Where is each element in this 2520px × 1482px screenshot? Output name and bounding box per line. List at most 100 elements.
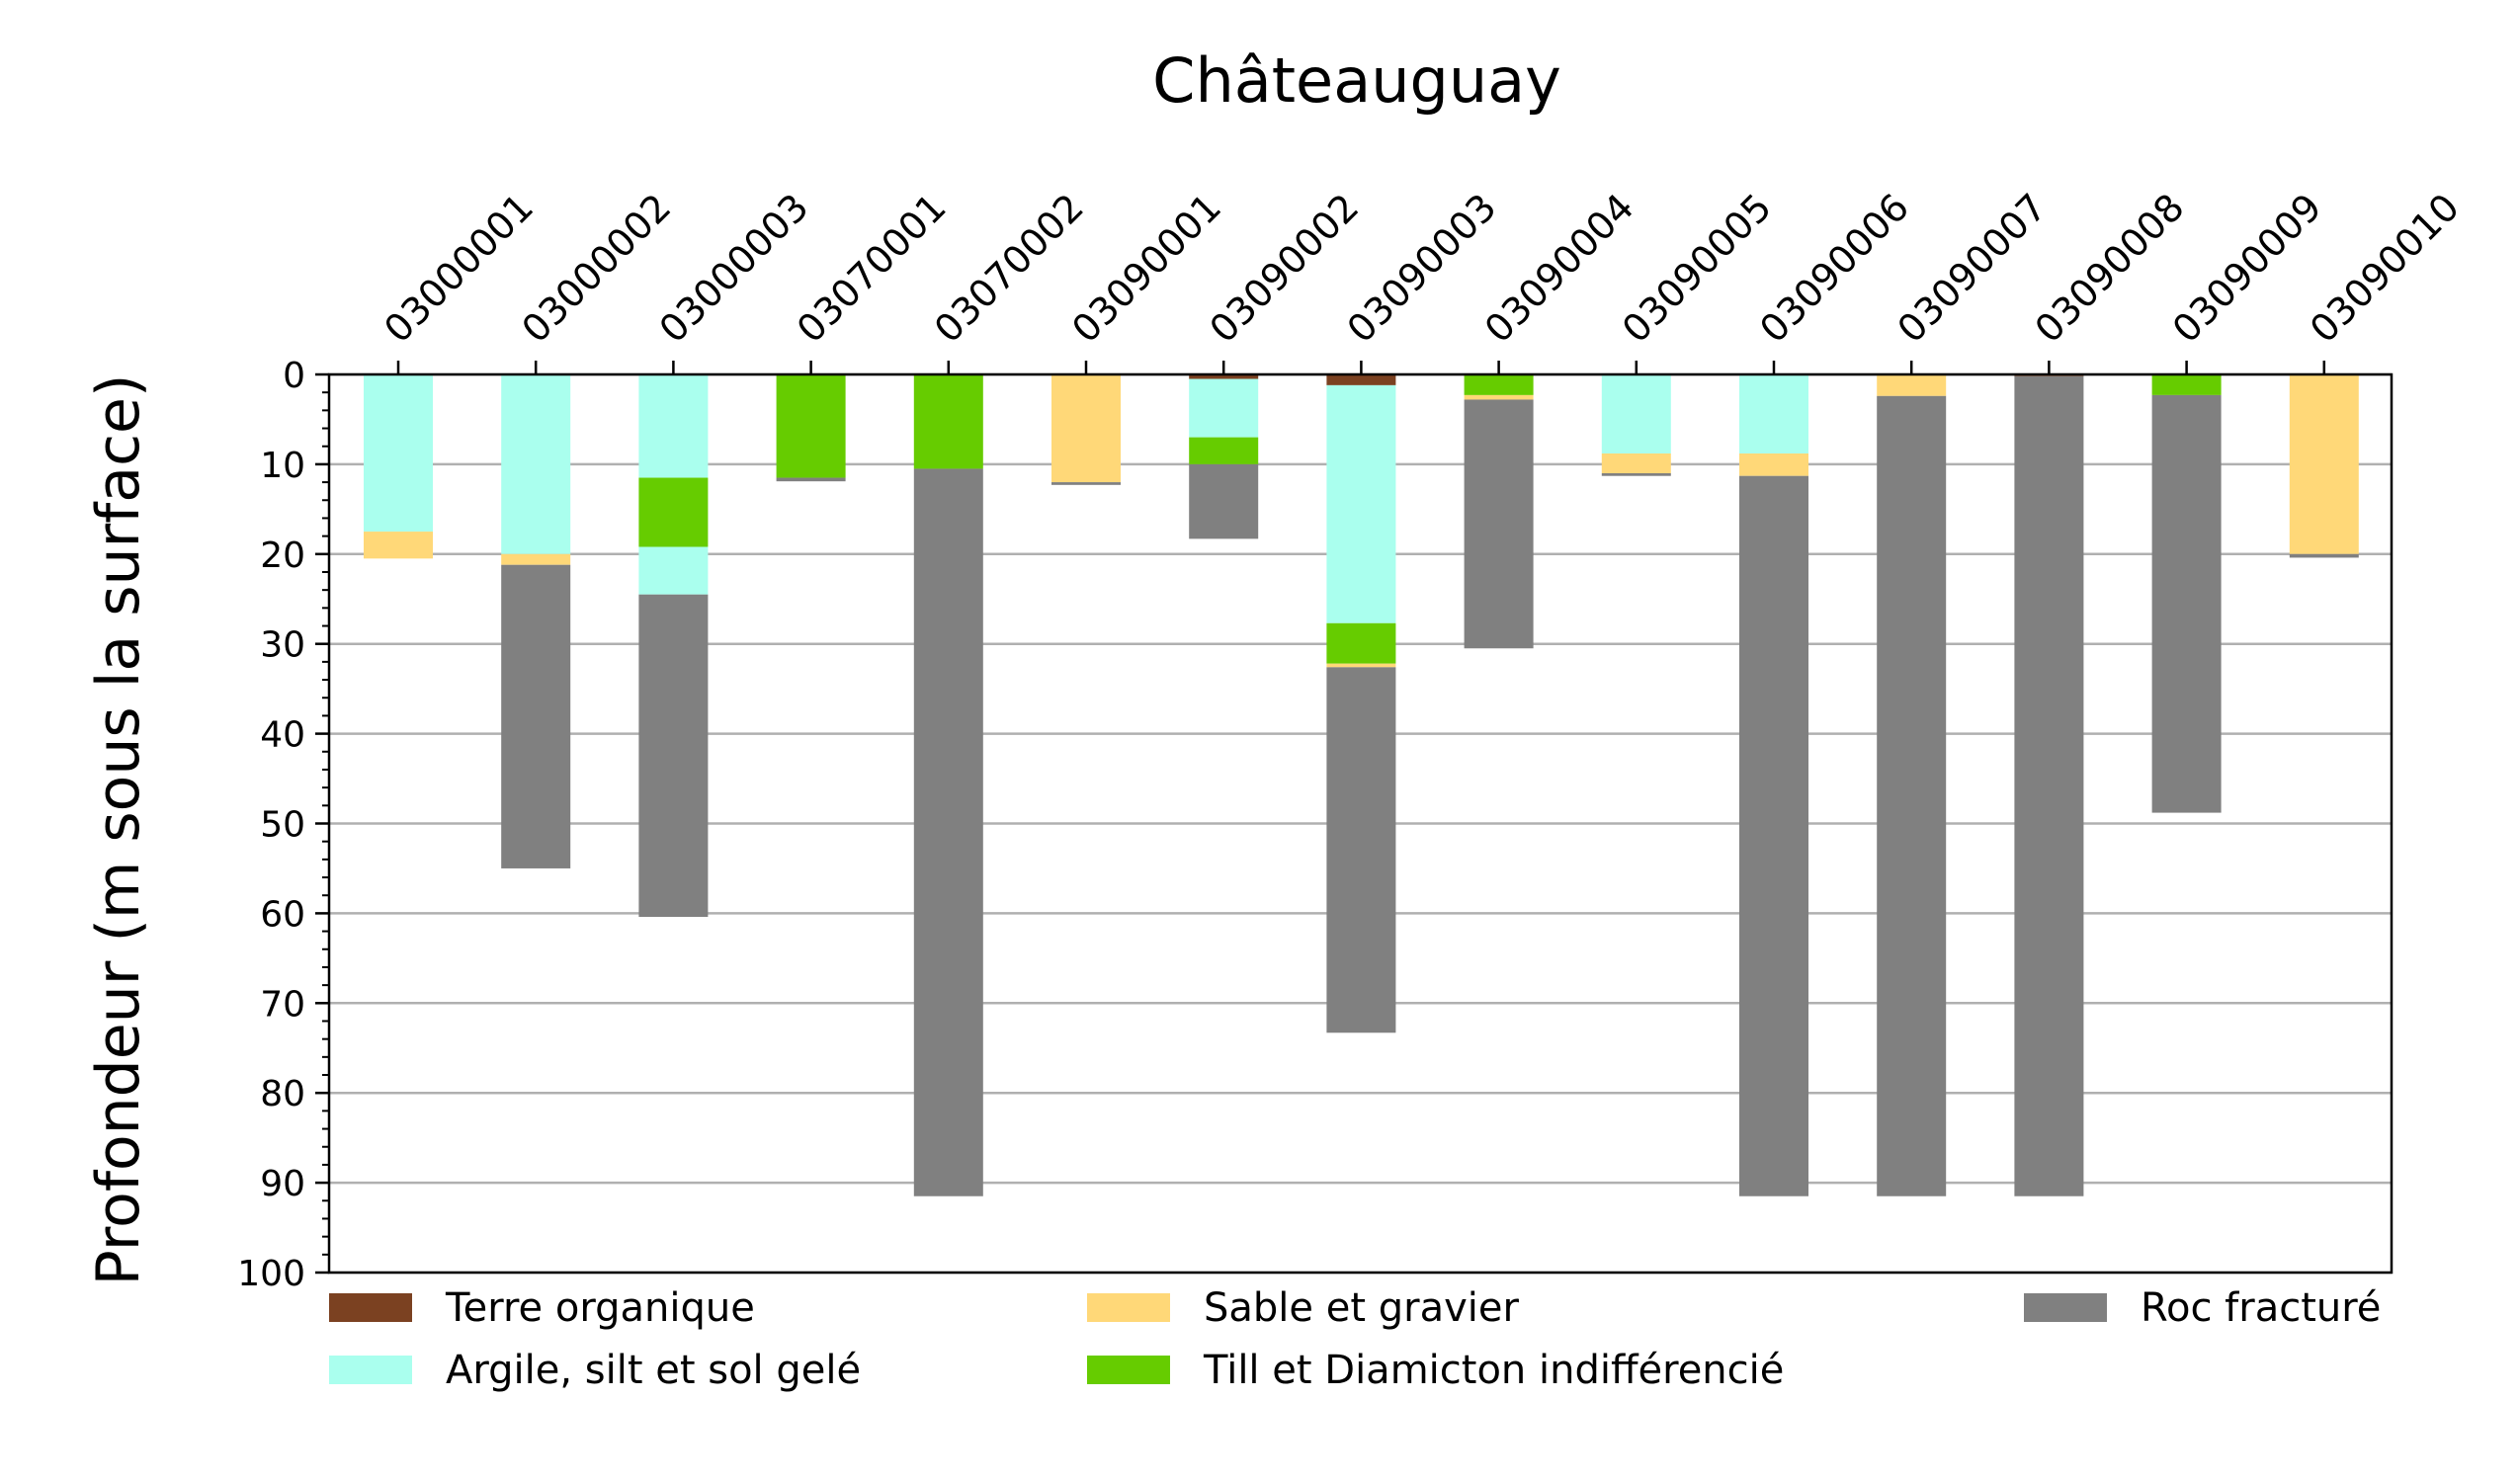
- x-tick-label: 03090001: [1063, 185, 1229, 351]
- well-bar-03000002: [501, 374, 571, 868]
- y-tick-label: 30: [260, 625, 305, 666]
- bar-segment-argile: [1601, 374, 1671, 453]
- y-tick-label: 40: [260, 715, 305, 756]
- bar-segment-argile: [638, 546, 709, 595]
- bar-segment-argile: [1189, 378, 1259, 438]
- bar-segment-roc: [501, 564, 571, 868]
- well-bar-03000001: [364, 374, 433, 559]
- x-tick-label: 03090007: [1889, 185, 2055, 351]
- x-tick-label: 03090004: [1476, 185, 1642, 351]
- bar-segment-argile: [1326, 384, 1396, 623]
- bar-segment-roc: [2289, 553, 2359, 558]
- bar-segment-argile: [638, 374, 709, 478]
- x-tick-label: 03090003: [1339, 185, 1505, 351]
- well-bar-03090002: [1189, 374, 1259, 539]
- well-bar-03090009: [2151, 374, 2222, 813]
- legend-item-sable: Sable et gravier: [1087, 1285, 1519, 1331]
- bar-segment-sable: [1326, 663, 1396, 668]
- bar-segment-argile: [1739, 374, 1808, 453]
- bar-segment-roc: [2014, 375, 2084, 1196]
- legend-swatch: [329, 1293, 412, 1322]
- well-bar-03000003: [638, 374, 709, 918]
- legend-item-roc: Roc fracturé: [2024, 1285, 2381, 1331]
- y-tick-label: 20: [260, 535, 305, 576]
- bar-segment-till: [776, 374, 846, 478]
- legend-item-argile: Argile, silt et sol gelé: [329, 1348, 861, 1393]
- bar-segment-roc: [2151, 394, 2222, 813]
- bar-segment-roc: [913, 468, 983, 1196]
- well-bar-03090004: [1464, 374, 1534, 649]
- bar-segment-till: [1464, 374, 1534, 395]
- bar-segment-till: [1326, 622, 1396, 664]
- bar-segment-sable: [364, 532, 433, 559]
- bar-segment-till: [913, 374, 983, 469]
- bar-segment-roc: [1326, 667, 1396, 1033]
- bar-segment-roc: [1051, 482, 1121, 485]
- well-bar-03090007: [1877, 374, 1947, 1196]
- legend-item-till: Till et Diamicton indifférencié: [1087, 1348, 1784, 1393]
- bar-segment-argile: [501, 374, 571, 554]
- bar-segment-sable: [501, 553, 571, 565]
- y-tick-label: 50: [260, 805, 305, 846]
- x-tick-label: 03090005: [1614, 185, 1780, 351]
- x-tick-label: 03090008: [2027, 185, 2193, 351]
- bar-segment-organique: [1326, 374, 1396, 385]
- well-bar-03070001: [776, 374, 846, 482]
- legend-label: Argile, silt et sol gelé: [446, 1348, 861, 1393]
- y-tick-label: 0: [283, 356, 305, 396]
- x-tick-label: 03070001: [789, 185, 955, 351]
- legend-label: Roc fracturé: [2141, 1285, 2381, 1331]
- bar-segment-organique: [1189, 374, 1259, 379]
- well-bar-03090008: [2014, 374, 2084, 1196]
- bar-segment-roc: [1189, 463, 1259, 539]
- bar-segment-roc: [1739, 475, 1808, 1196]
- bar-segment-sable: [1601, 453, 1671, 473]
- bar-segment-roc: [776, 477, 846, 482]
- bar-segment-till: [638, 477, 709, 547]
- x-tick-label: 03000003: [651, 185, 817, 351]
- bar-segment-roc: [1877, 395, 1947, 1196]
- x-tick-label: 03090002: [1201, 185, 1367, 351]
- x-tick-label: 03090006: [1751, 185, 1917, 351]
- legend-label: Terre organique: [445, 1285, 755, 1331]
- well-bar-03090005: [1601, 374, 1671, 476]
- y-tick-label: 100: [237, 1254, 305, 1294]
- legend-swatch: [329, 1356, 412, 1384]
- well-bar-03090003: [1326, 374, 1396, 1033]
- y-tick-label: 90: [260, 1164, 305, 1204]
- legend-swatch: [1087, 1293, 1170, 1322]
- legend-item-organique: Terre organique: [329, 1285, 755, 1331]
- bar-segment-till: [1189, 437, 1259, 464]
- bar-segment-roc: [1601, 472, 1671, 476]
- well-bar-03090001: [1051, 374, 1121, 485]
- legend-swatch: [1087, 1356, 1170, 1384]
- x-tick-label: 03000001: [376, 185, 542, 351]
- bar-segment-sable: [1051, 374, 1121, 483]
- bar-segment-roc: [1464, 399, 1534, 649]
- bar-segment-argile: [364, 374, 433, 533]
- y-tick-label: 80: [260, 1074, 305, 1114]
- bar-segment-sable: [1739, 453, 1808, 476]
- bar-segment-sable: [1464, 394, 1534, 400]
- bar-segment-till: [2151, 374, 2222, 395]
- y-axis-label: Profondeur (m sous la surface): [84, 374, 153, 1286]
- chart-title: Châteauguay: [1152, 44, 1561, 117]
- x-tick-label: 03070002: [926, 185, 1092, 351]
- well-bar-03090006: [1739, 374, 1808, 1196]
- legend-label: Sable et gravier: [1204, 1285, 1519, 1331]
- bars-layer: [364, 374, 2359, 1196]
- legend-swatch: [2024, 1293, 2107, 1322]
- bar-segment-roc: [638, 594, 709, 918]
- legend-label: Till et Diamicton indifférencié: [1203, 1348, 1784, 1393]
- x-tick-label: 03090009: [2164, 185, 2330, 351]
- y-tick-label: 70: [260, 984, 305, 1025]
- y-tick-label: 60: [260, 894, 305, 935]
- bar-segment-sable: [1877, 374, 1947, 396]
- legend: Terre organique Argile, silt et sol gelé S…: [329, 1285, 2381, 1393]
- bar-segment-sable: [2289, 374, 2359, 554]
- x-tick-label: 03000002: [513, 185, 679, 351]
- y-tick-label: 10: [260, 446, 305, 486]
- well-bar-03090010: [2289, 374, 2359, 558]
- well-bar-03070002: [913, 374, 983, 1196]
